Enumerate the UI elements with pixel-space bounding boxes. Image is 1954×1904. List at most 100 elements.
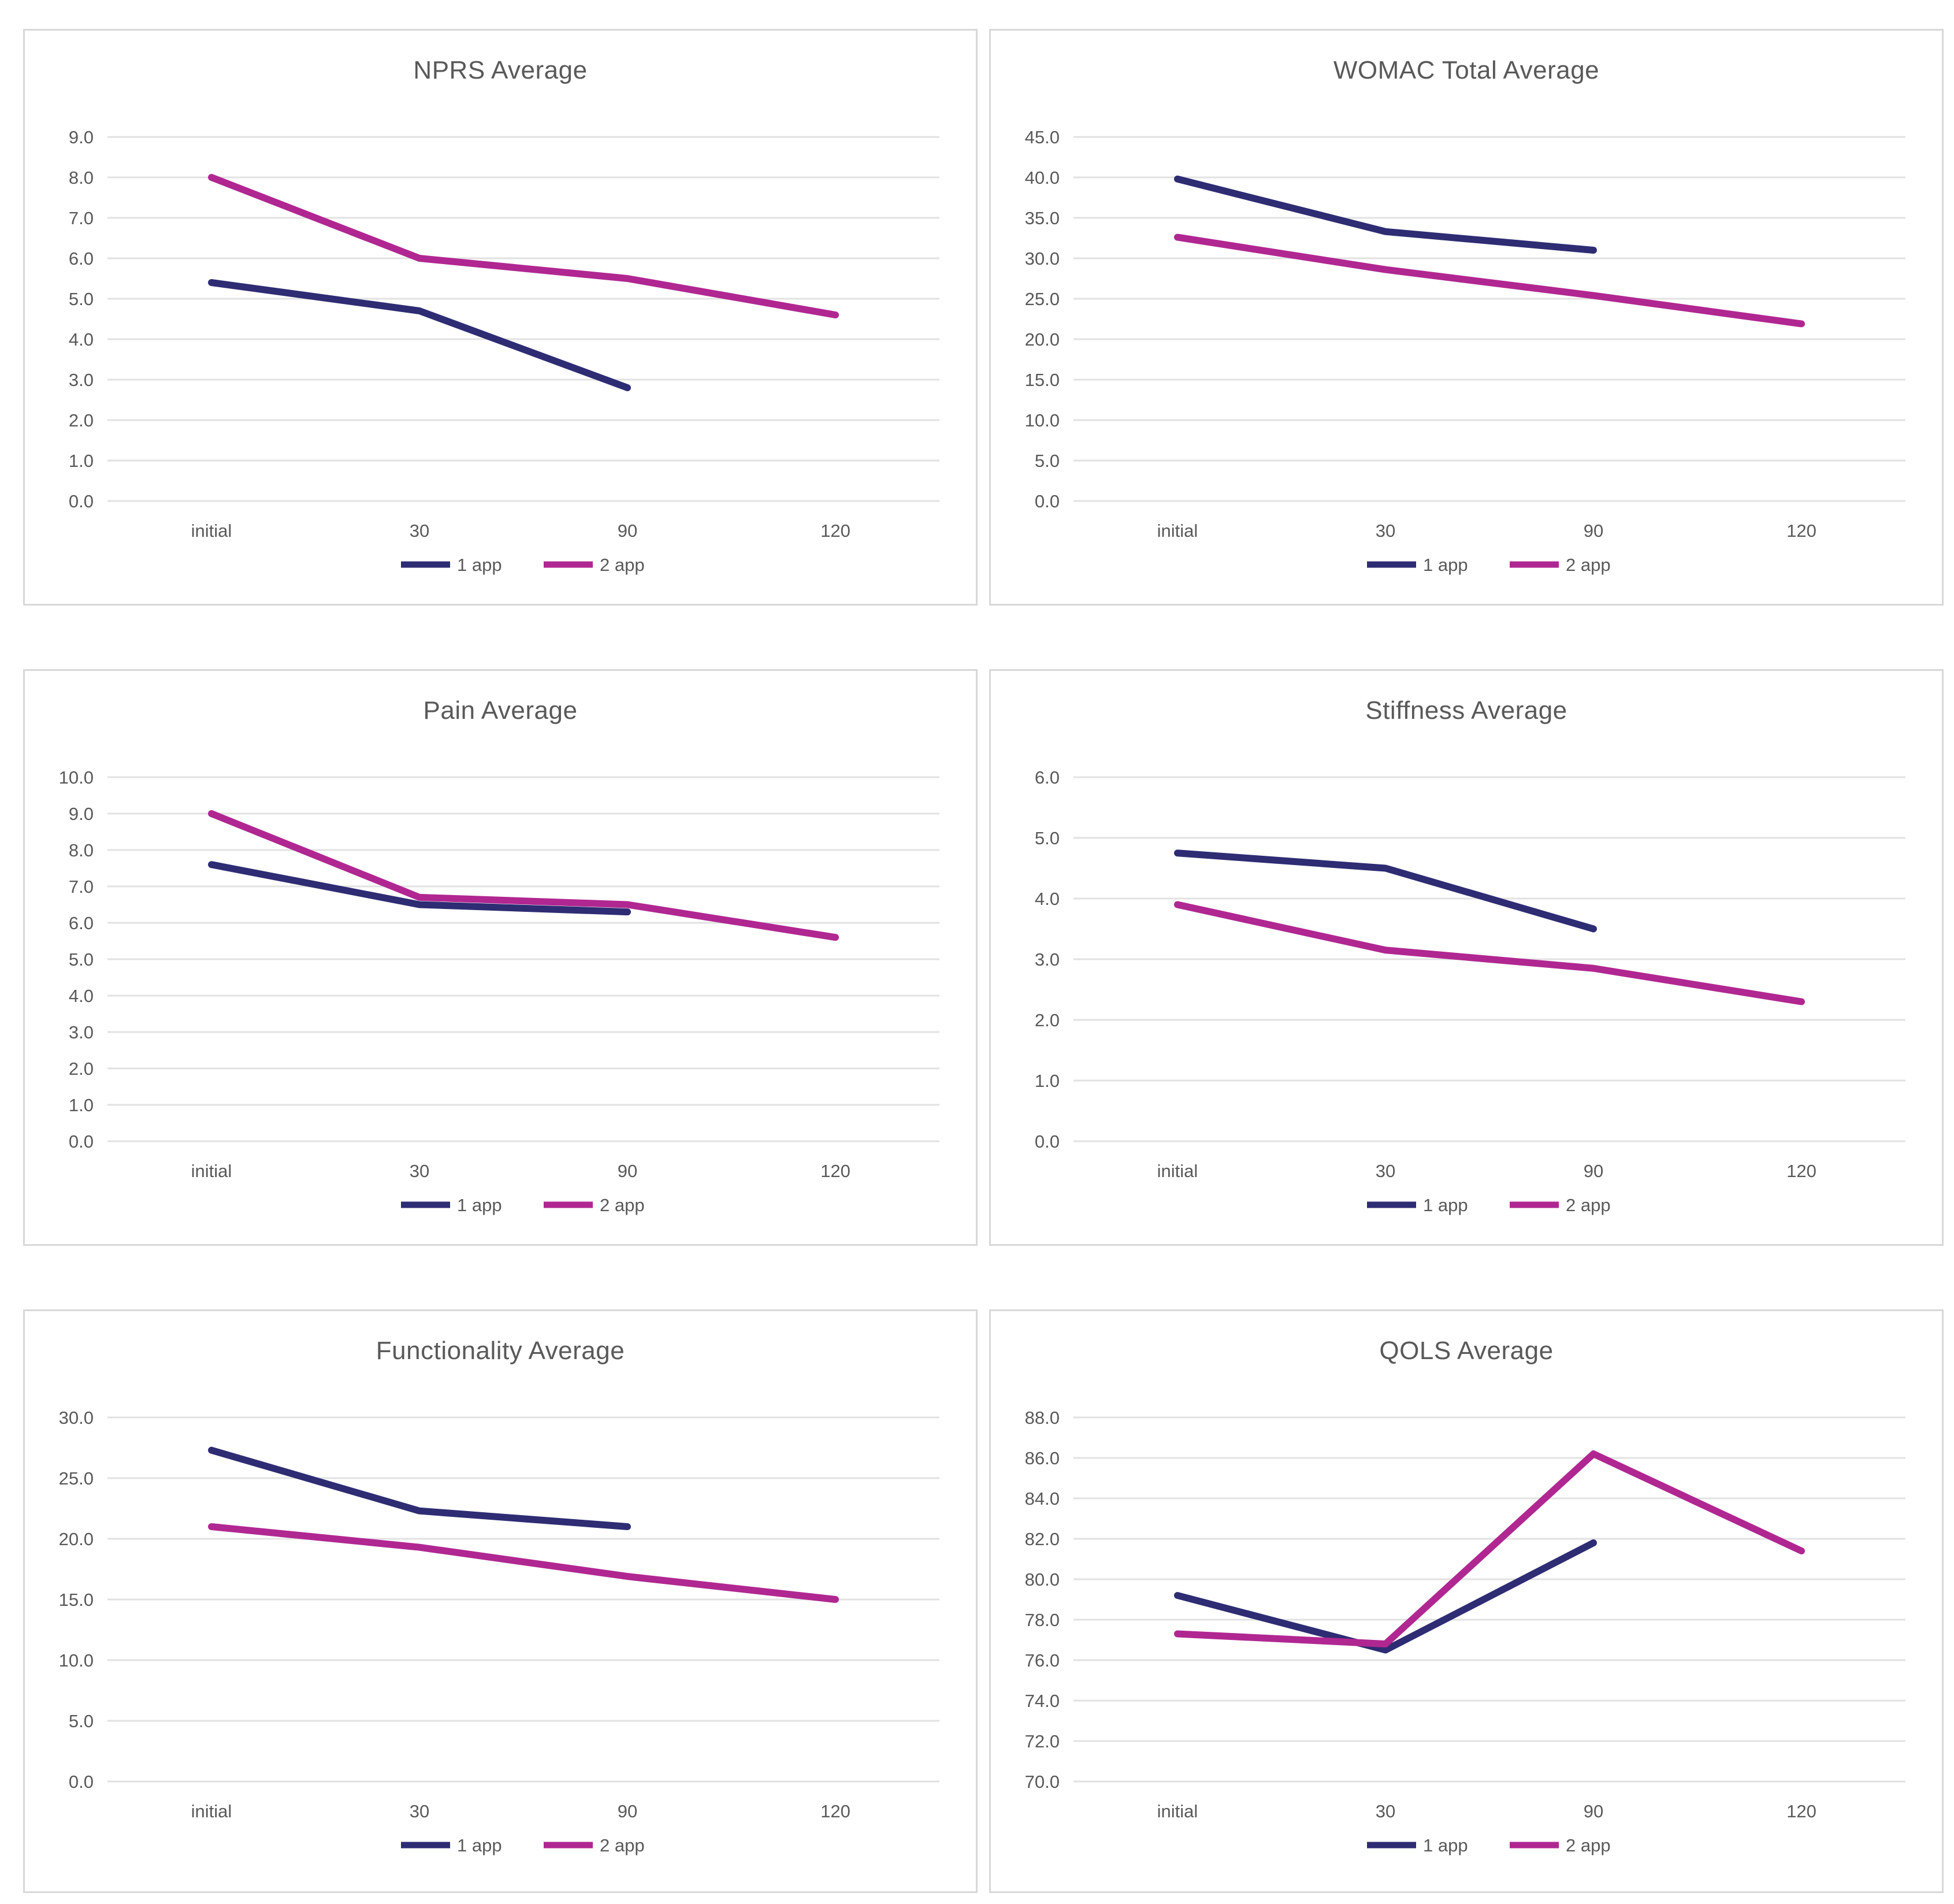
y-tick-label: 4.0 (1035, 889, 1060, 909)
legend-label-1-app: 1 app (1423, 1195, 1468, 1215)
x-tick-label: initial (191, 1161, 232, 1181)
y-tick-label: 86.0 (1025, 1448, 1060, 1468)
chart-canvas-stiffness: 0.0 1.0 2.0 3.0 4.0 5.0 6.0 initial 30 90 120 1 app… (1035, 767, 1905, 1215)
series-line-1-app (1174, 1539, 1597, 1654)
series-line-1-app (208, 1446, 631, 1530)
x-tick-label: 30 (410, 1801, 429, 1821)
y-tick-label: 5.0 (69, 949, 94, 970)
y-tick-label: 72.0 (1025, 1731, 1060, 1751)
x-tick-label: initial (191, 1801, 232, 1821)
x-tick-label: 120 (820, 521, 850, 541)
y-tick-label: 5.0 (69, 289, 94, 309)
y-tick-label: 0.0 (69, 1772, 94, 1792)
chart-canvas-functionality: 0.0 5.0 10.0 15.0 20.0 25.0 30.0 initial 30 90 120… (59, 1408, 939, 1855)
x-tick-label: initial (1157, 521, 1198, 541)
y-tick-label: 25.0 (1025, 289, 1060, 309)
series-line-2-app (1174, 233, 1805, 328)
chart-title: WOMAC Total Average (1333, 56, 1600, 84)
y-tick-label: 25.0 (59, 1468, 94, 1489)
y-tick-label: 7.0 (69, 877, 94, 897)
y-tick-label: 5.0 (69, 1711, 94, 1731)
chart-title: Functionality Average (376, 1337, 625, 1365)
series-line-2-app (208, 1523, 839, 1603)
series-line-1-app (1174, 849, 1597, 933)
x-tick-label: initial (191, 521, 232, 541)
y-tick-label: 76.0 (1025, 1650, 1060, 1671)
x-tick-label: 90 (618, 1801, 637, 1821)
legend-label-2-app: 2 app (1566, 555, 1611, 575)
y-tick-label: 35.0 (1025, 208, 1060, 228)
y-tick-label: 45.0 (1025, 127, 1060, 147)
y-tick-label: 2.0 (69, 410, 94, 430)
legend-label-2-app: 2 app (600, 1195, 645, 1215)
legend-label-2-app: 2 app (600, 555, 645, 575)
y-tick-label: 4.0 (69, 329, 94, 350)
chart-canvas-pain: 0.0 1.0 2.0 3.0 4.0 5.0 6.0 7.0 8.0 9.0 10.0 initia… (59, 767, 939, 1215)
series-line-2-app (208, 174, 839, 318)
y-tick-label: 3.0 (69, 1022, 94, 1042)
y-tick-label: 8.0 (69, 840, 94, 860)
legend-label-1-app: 1 app (457, 1835, 502, 1855)
legend-label-1-app: 1 app (457, 555, 502, 575)
x-tick-label: 30 (1376, 1161, 1395, 1181)
chart-panel-functionality: Functionality Average 0.0 5.0 10.0 15.0 20.0… (23, 1309, 978, 1893)
y-tick-label: 78.0 (1025, 1610, 1060, 1630)
y-tick-label: 0.0 (1035, 491, 1060, 511)
chart-panel-nprs: NPRS Average 0.0 1.0 2.0 3.0 4.0 5.0 6.0 7.0 8.0… (23, 29, 978, 606)
x-tick-label: 120 (1786, 1161, 1816, 1181)
chart-panel-pain: Pain Average 0.0 1.0 2.0 3.0 4.0 5.0 6.0 7.0 8.0… (23, 669, 978, 1246)
y-tick-label: 0.0 (69, 1131, 94, 1152)
x-tick-label: initial (1157, 1801, 1198, 1821)
x-tick-label: 90 (1584, 1161, 1603, 1181)
y-tick-label: 82.0 (1025, 1529, 1060, 1549)
x-tick-label: 120 (1786, 521, 1816, 541)
legend-label-1-app: 1 app (457, 1195, 502, 1215)
y-tick-label: 7.0 (69, 208, 94, 228)
chart-canvas-womac-total: 0.0 5.0 10.0 15.0 20.0 25.0 30.0 35.0 40.0 45.0 in… (1025, 127, 1905, 575)
y-tick-label: 0.0 (1035, 1131, 1060, 1152)
chart-panel-womac-total: WOMAC Total Average 0.0 5.0 10.0 15.0 20.0 25… (989, 29, 1944, 606)
legend-label-2-app: 2 app (1566, 1835, 1611, 1855)
x-tick-label: initial (1157, 1161, 1198, 1181)
chart-panel-qols: QOLS Average 70.0 72.0 74.0 76.0 78.0 80.0 82.… (989, 1309, 1944, 1893)
x-tick-label: 90 (618, 521, 637, 541)
chart-title: QOLS Average (1379, 1337, 1554, 1365)
y-tick-label: 80.0 (1025, 1569, 1060, 1590)
x-tick-label: 120 (820, 1801, 850, 1821)
series-line-1-app (208, 861, 631, 916)
y-tick-label: 10.0 (59, 767, 94, 788)
legend-label-2-app: 2 app (600, 1835, 645, 1855)
y-tick-label: 40.0 (1025, 168, 1060, 188)
y-tick-label: 10.0 (1025, 410, 1060, 430)
y-tick-label: 70.0 (1025, 1772, 1060, 1792)
y-tick-label: 6.0 (69, 248, 94, 269)
y-tick-label: 8.0 (69, 168, 94, 188)
chart-title: Pain Average (423, 696, 578, 725)
legend-label-1-app: 1 app (1423, 1835, 1468, 1855)
x-tick-label: 90 (1584, 521, 1603, 541)
y-tick-label: 2.0 (1035, 1010, 1060, 1030)
y-tick-label: 1.0 (1035, 1071, 1060, 1091)
x-tick-label: 90 (1584, 1801, 1603, 1821)
chart-panel-stiffness: Stiffness Average 0.0 1.0 2.0 3.0 4.0 5.0 6.0 i… (989, 669, 1944, 1246)
y-tick-label: 9.0 (69, 127, 94, 147)
x-tick-label: 30 (1376, 521, 1395, 541)
y-tick-label: 30.0 (59, 1408, 94, 1428)
x-tick-label: 30 (1376, 1801, 1395, 1821)
legend-label-1-app: 1 app (1423, 555, 1468, 575)
legend-label-2-app: 2 app (1566, 1195, 1611, 1215)
chart-canvas-nprs: 0.0 1.0 2.0 3.0 4.0 5.0 6.0 7.0 8.0 9.0 initial 30 9… (69, 127, 939, 575)
charts-grid: NPRS Average 0.0 1.0 2.0 3.0 4.0 5.0 6.0 7.0 8.0… (23, 29, 1944, 1893)
x-tick-label: 30 (410, 521, 429, 541)
chart-title: Stiffness Average (1365, 696, 1567, 725)
x-tick-label: 90 (618, 1161, 637, 1181)
x-tick-label: 120 (1786, 1801, 1816, 1821)
y-tick-label: 6.0 (1035, 767, 1060, 788)
y-tick-label: 5.0 (1035, 828, 1060, 848)
chart-canvas-qols: 70.0 72.0 74.0 76.0 78.0 80.0 82.0 84.0 86.0 88.0… (1025, 1408, 1905, 1855)
y-tick-label: 20.0 (59, 1529, 94, 1549)
y-tick-label: 5.0 (1035, 451, 1060, 471)
y-tick-label: 1.0 (69, 1095, 94, 1115)
y-tick-label: 74.0 (1025, 1691, 1060, 1711)
y-tick-label: 15.0 (59, 1590, 94, 1610)
